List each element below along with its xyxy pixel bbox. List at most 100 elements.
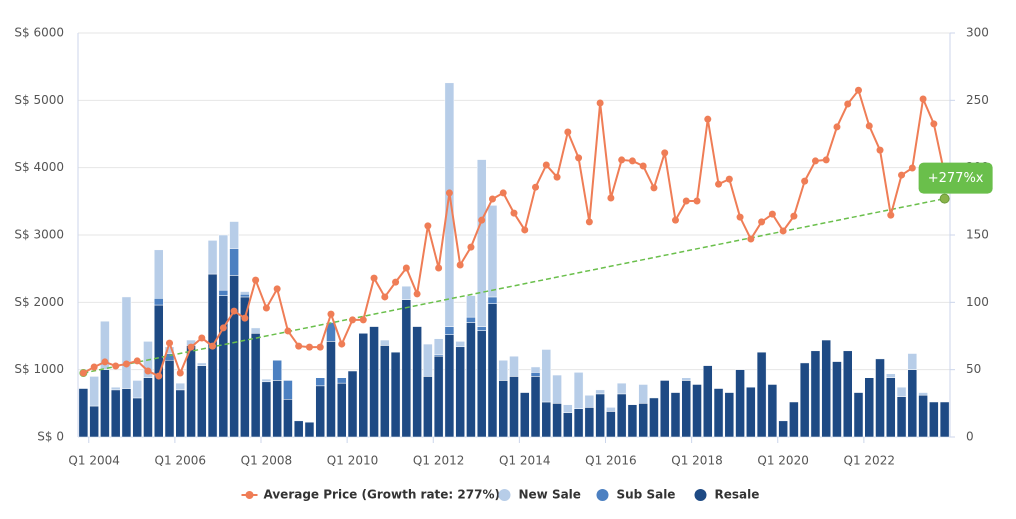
price-point: [510, 209, 518, 217]
bar: [240, 294, 250, 298]
price-point: [521, 226, 529, 234]
price-point: [930, 120, 938, 128]
price-point: [822, 156, 830, 164]
price-point: [413, 290, 421, 298]
bar: [240, 291, 250, 295]
price-point: [499, 189, 507, 197]
legend-swatch: [596, 489, 609, 501]
bar: [197, 362, 207, 366]
bar: [756, 351, 767, 438]
price-point: [908, 164, 916, 172]
price-point: [112, 362, 120, 370]
bar: [584, 395, 595, 408]
price-point: [811, 157, 819, 165]
price-point: [187, 343, 195, 351]
bar: [681, 380, 692, 438]
price-point: [488, 195, 496, 203]
bar: [423, 376, 433, 438]
bar: [272, 359, 282, 381]
bar: [853, 392, 864, 438]
price-point: [887, 211, 895, 219]
x-tick-label: Q1 2012: [413, 454, 464, 468]
bar: [886, 377, 896, 438]
price-point: [747, 235, 755, 243]
bar: [121, 296, 132, 389]
bar: [110, 386, 121, 391]
y-tick-label: S$ 6000: [14, 26, 64, 40]
price-point: [876, 146, 884, 154]
price-point: [564, 128, 572, 136]
bar: [552, 403, 562, 438]
bar: [476, 330, 487, 438]
y-tick-label: S$ 2000: [14, 295, 64, 309]
price-point: [585, 218, 593, 226]
bar: [444, 82, 455, 327]
price-point: [844, 100, 852, 108]
price-point: [166, 339, 174, 347]
bar: [315, 385, 325, 438]
price-point: [542, 161, 550, 169]
bar: [487, 303, 498, 438]
bar: [89, 376, 99, 407]
price-point: [456, 261, 464, 269]
price-point: [779, 227, 787, 235]
y-tick-label: S$ 5000: [14, 93, 64, 107]
price-point: [155, 372, 163, 380]
price-point: [241, 314, 249, 322]
trend-line: [83, 197, 945, 374]
bar: [132, 380, 142, 399]
bar: [218, 289, 229, 296]
bar: [207, 240, 218, 275]
price-point: [176, 369, 184, 377]
y-tick-label: S$ 4000: [14, 160, 64, 174]
trend-point: [939, 193, 950, 204]
y2-tick-label: 250: [966, 93, 989, 107]
bar: [121, 388, 132, 438]
bar: [100, 320, 110, 370]
price-point: [618, 156, 626, 164]
bar: [842, 350, 853, 438]
bar: [229, 221, 239, 249]
bar: [218, 234, 229, 291]
bar: [412, 326, 422, 438]
bar: [595, 389, 605, 395]
price-point: [305, 343, 313, 351]
bar: [466, 322, 476, 438]
bar: [315, 377, 325, 387]
bar: [616, 393, 627, 438]
bar: [530, 366, 541, 373]
price-point: [639, 162, 647, 170]
bar: [789, 401, 799, 438]
price-point: [101, 358, 109, 366]
bar: [832, 361, 842, 438]
price-point: [478, 216, 486, 224]
y2-tick-label: 50: [966, 362, 981, 376]
bar: [821, 339, 831, 438]
bar: [347, 370, 358, 438]
bar: [283, 399, 293, 438]
price-point: [338, 340, 346, 348]
bar: [455, 341, 465, 348]
price-point: [198, 334, 206, 342]
bar: [713, 388, 724, 438]
price-point: [219, 324, 227, 332]
bar: [401, 299, 412, 438]
price-point: [704, 115, 712, 123]
y2-tick-label: 100: [966, 295, 989, 309]
bar: [229, 248, 239, 276]
bar: [336, 377, 347, 384]
bar: [616, 382, 627, 395]
bar: [541, 401, 552, 438]
bar: [907, 353, 918, 370]
price-point: [327, 310, 335, 318]
bar: [939, 401, 950, 438]
x-tick-label: Q1 2020: [757, 454, 808, 468]
bar: [476, 326, 487, 331]
price-point: [295, 342, 303, 350]
bar: [272, 380, 282, 438]
price-point: [79, 369, 87, 377]
price-point: [435, 264, 443, 272]
bar: [886, 373, 896, 378]
bar: [606, 407, 616, 412]
bar: [423, 343, 433, 377]
